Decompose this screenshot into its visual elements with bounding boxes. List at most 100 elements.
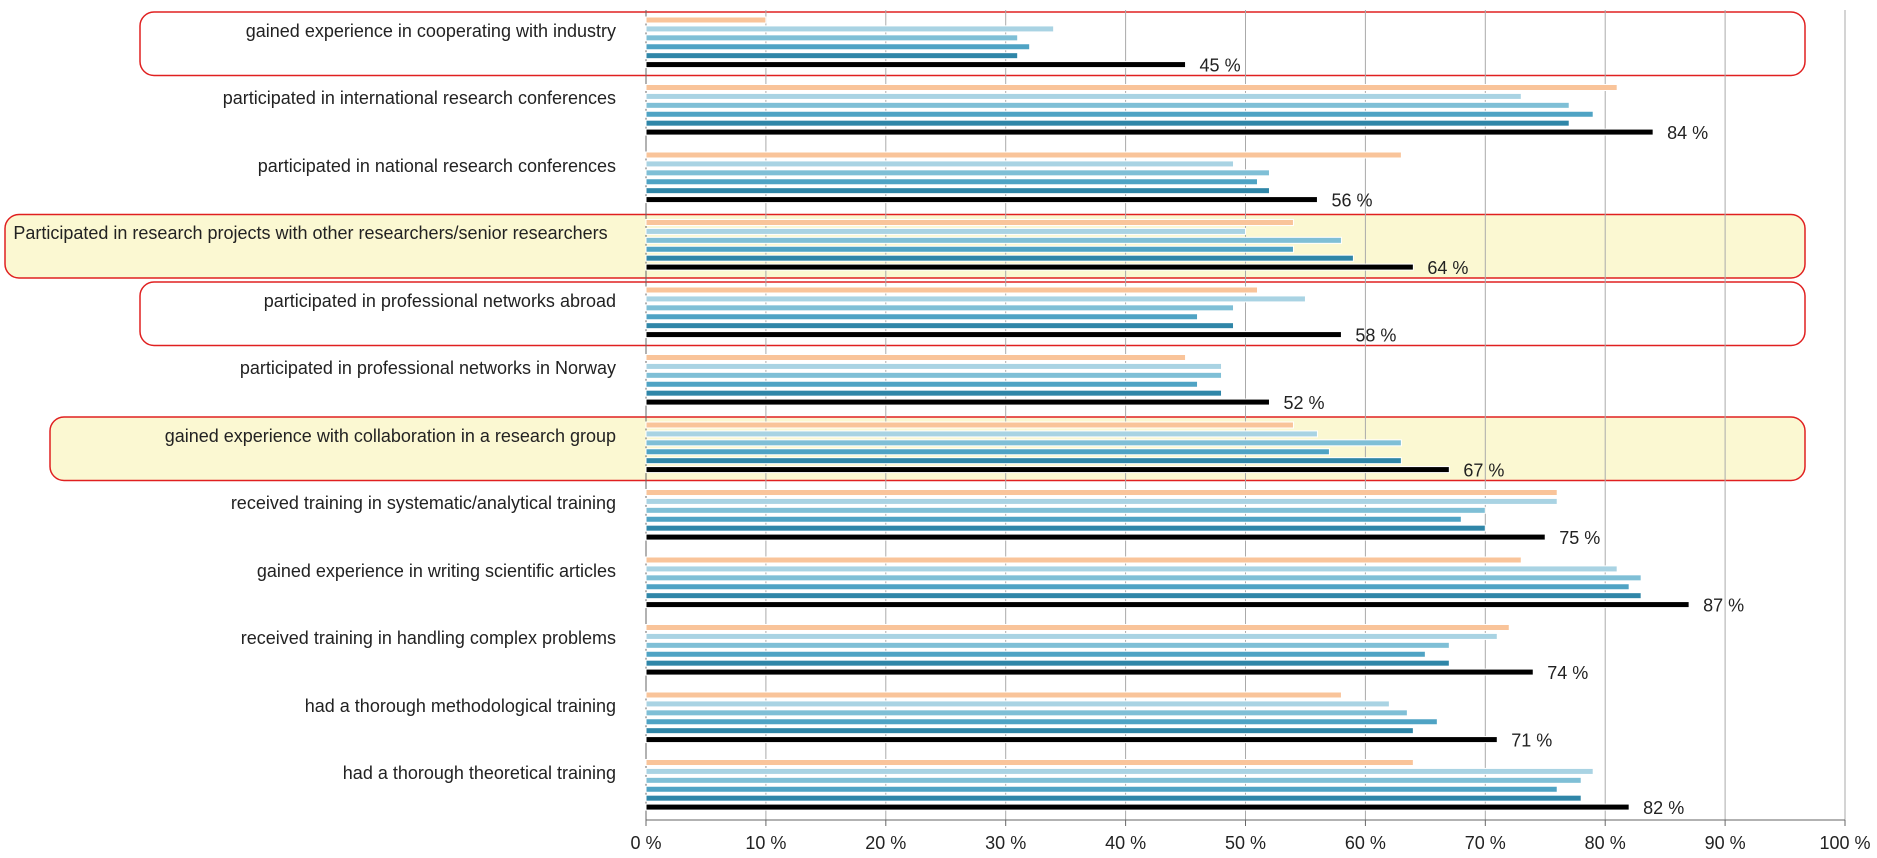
category-label: gained experience in writing scientific … xyxy=(256,560,616,581)
data-label: 45 % xyxy=(1200,55,1241,75)
bar xyxy=(645,304,1235,312)
data-label: 75 % xyxy=(1559,528,1600,548)
x-tick-label: 20 % xyxy=(865,833,906,853)
category-label: participated in international research c… xyxy=(222,88,616,109)
bar xyxy=(645,457,1402,465)
category-label: had a thorough methodological training xyxy=(304,695,616,716)
x-tick-label: 60 % xyxy=(1345,833,1386,853)
data-label: 82 % xyxy=(1643,798,1684,818)
bar xyxy=(645,219,1294,226)
bar xyxy=(645,759,1414,766)
x-tick-label: 70 % xyxy=(1465,833,1506,853)
bar xyxy=(645,592,1642,600)
bar xyxy=(645,160,1235,168)
bar xyxy=(645,700,1390,708)
bar xyxy=(645,736,1498,744)
x-tick-label: 90 % xyxy=(1705,833,1746,853)
bar xyxy=(645,92,1522,100)
bar xyxy=(645,43,1031,51)
bar xyxy=(645,601,1690,609)
bar xyxy=(645,785,1558,793)
bar xyxy=(645,52,1019,60)
bar xyxy=(645,641,1450,649)
bar xyxy=(645,84,1618,91)
bar xyxy=(645,380,1199,388)
data-label: 84 % xyxy=(1667,123,1708,143)
bar xyxy=(645,430,1318,438)
category-label: participated in professional networks in… xyxy=(239,358,616,379)
bar xyxy=(645,727,1414,735)
x-tick-label: 100 % xyxy=(1819,833,1870,853)
bar xyxy=(645,583,1630,591)
data-label: 52 % xyxy=(1283,393,1324,413)
category-label: Participated in research projects with o… xyxy=(13,223,608,244)
bar xyxy=(645,624,1510,631)
bar xyxy=(645,331,1342,339)
category-label: received training in handling complex pr… xyxy=(240,628,616,649)
data-label: 71 % xyxy=(1511,730,1552,750)
bar xyxy=(645,187,1270,195)
bar xyxy=(645,574,1642,582)
highlight-box xyxy=(139,281,1806,347)
category-label: had a thorough theoretical training xyxy=(342,763,616,784)
category-label: received training in systematic/analytic… xyxy=(230,493,616,514)
x-tick-label: 30 % xyxy=(985,833,1026,853)
bar xyxy=(645,322,1235,330)
data-label: 74 % xyxy=(1547,663,1588,683)
bar xyxy=(645,245,1294,253)
bar xyxy=(645,254,1354,262)
bar xyxy=(645,25,1055,33)
bar xyxy=(645,227,1246,235)
bar xyxy=(645,101,1570,109)
bar xyxy=(645,466,1450,474)
data-label: 87 % xyxy=(1703,595,1744,615)
category-label: gained experience with collaboration in … xyxy=(164,425,616,446)
category-label: gained experience in cooperating with in… xyxy=(245,20,616,41)
x-tick-label: 40 % xyxy=(1105,833,1146,853)
bar xyxy=(645,389,1223,397)
bar xyxy=(645,61,1187,69)
bar xyxy=(645,354,1187,361)
bar xyxy=(645,691,1342,699)
bar xyxy=(645,668,1534,676)
bar xyxy=(645,533,1546,541)
bar xyxy=(645,718,1438,726)
bar xyxy=(645,263,1414,271)
bar xyxy=(645,659,1450,667)
bar xyxy=(645,196,1318,204)
bar xyxy=(645,110,1594,118)
highlight-box xyxy=(139,11,1806,77)
bar xyxy=(645,565,1618,573)
bar xyxy=(645,448,1330,456)
bar xyxy=(645,515,1462,523)
bar xyxy=(645,169,1270,177)
bar xyxy=(645,497,1558,505)
bar xyxy=(645,794,1582,802)
category-label: participated in professional networks ab… xyxy=(263,290,616,311)
bar xyxy=(645,34,1019,42)
bar xyxy=(645,398,1270,406)
bar xyxy=(645,151,1402,159)
x-tick-label: 50 % xyxy=(1225,833,1266,853)
bar xyxy=(645,709,1408,717)
bar xyxy=(645,371,1223,379)
bar xyxy=(645,421,1294,429)
bar xyxy=(645,236,1342,244)
bar xyxy=(645,524,1486,532)
bar xyxy=(645,489,1558,496)
bar xyxy=(645,556,1522,564)
bar xyxy=(645,776,1582,784)
bar xyxy=(645,295,1306,303)
data-label: 67 % xyxy=(1463,460,1504,480)
bar xyxy=(645,119,1570,127)
x-tick-label: 10 % xyxy=(745,833,786,853)
bar xyxy=(645,16,767,24)
bar xyxy=(645,803,1630,811)
bar xyxy=(645,767,1594,775)
bar xyxy=(645,632,1498,640)
bar xyxy=(645,313,1199,321)
category-label: participated in national research confer… xyxy=(257,155,616,176)
data-label: 58 % xyxy=(1355,325,1396,345)
